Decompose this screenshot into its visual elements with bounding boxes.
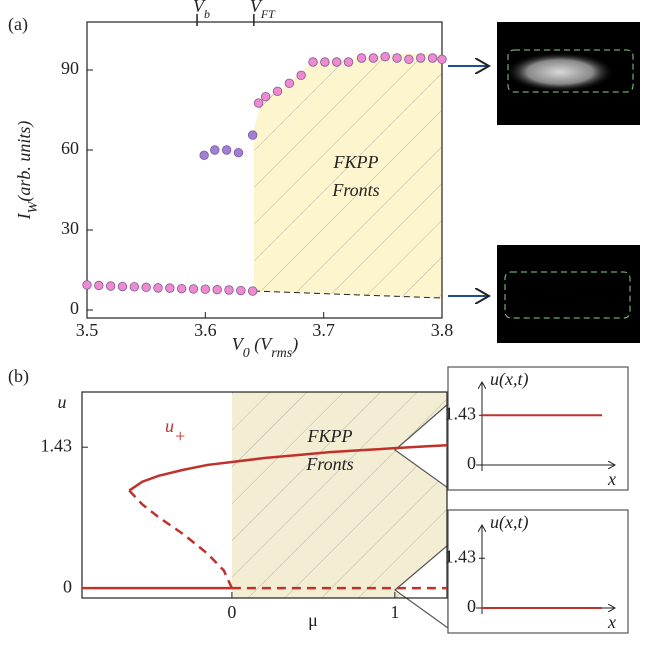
data-point xyxy=(221,145,232,155)
fronts-hatch xyxy=(254,54,442,298)
data-point xyxy=(236,285,246,296)
data-point xyxy=(272,86,283,97)
data-point xyxy=(117,281,128,292)
y-tick-label: 1.43 xyxy=(41,435,73,455)
data-point xyxy=(188,284,199,294)
data-point xyxy=(331,57,342,67)
data-point xyxy=(253,98,264,108)
data-point xyxy=(308,57,318,67)
data-point xyxy=(260,91,271,102)
curve xyxy=(128,443,448,492)
curve xyxy=(128,489,234,589)
data-point xyxy=(368,53,379,63)
annotation: FKPP xyxy=(307,426,353,446)
x-axis-label: μ xyxy=(308,610,318,630)
top-tick-label-part: b xyxy=(204,7,210,21)
data-point xyxy=(94,280,104,291)
trend-line xyxy=(253,290,443,299)
data-point xyxy=(247,130,258,140)
data-point xyxy=(427,53,438,63)
y-axis-label: IW(arb. units) xyxy=(14,121,41,221)
x-label-part: rms xyxy=(271,346,293,361)
data-point xyxy=(356,53,367,63)
x-tick-label: 3.5 xyxy=(76,320,99,340)
annotation: Fronts xyxy=(331,180,379,200)
data-point xyxy=(404,54,414,65)
data-point xyxy=(392,53,402,63)
data-point xyxy=(82,280,92,290)
annotation: Fronts xyxy=(305,454,353,474)
data-point xyxy=(224,285,234,295)
inset-x-label: x xyxy=(607,612,616,632)
y-label-part: W xyxy=(26,200,41,213)
y-label-part: (arb. units) xyxy=(14,121,35,202)
y-tick-label: 0 xyxy=(63,576,72,596)
data-point xyxy=(153,283,163,293)
curve-label-part: u xyxy=(165,416,174,436)
x-label-part: (V xyxy=(250,334,273,355)
y-tick-label: 90 xyxy=(61,58,79,78)
x-label-part: V xyxy=(232,334,245,354)
data-point xyxy=(176,283,187,294)
roi-box xyxy=(504,271,631,319)
data-point xyxy=(105,281,116,291)
inset-y-label: u(x,t) xyxy=(490,512,528,533)
y-axis-label: u xyxy=(58,392,67,412)
front-glow xyxy=(505,52,615,92)
inset-y-tick-label: 0 xyxy=(467,596,476,616)
data-point xyxy=(165,283,175,293)
inset-y-label: u(x,t) xyxy=(490,369,528,390)
x-label-part: 0 xyxy=(243,346,250,361)
x-tick-label: 1 xyxy=(390,602,399,622)
annotation: FKPP xyxy=(333,152,379,172)
data-point xyxy=(416,53,426,63)
top-tick-label: Vb xyxy=(193,0,210,21)
data-point xyxy=(284,78,295,89)
data-point xyxy=(380,51,390,62)
inset-x-label: x xyxy=(607,469,616,489)
inset-y-tick-label: 0 xyxy=(467,453,476,473)
x-tick-label: 3.8 xyxy=(431,320,454,340)
fronts-hatch xyxy=(232,392,447,598)
data-point xyxy=(343,57,354,67)
x-tick-label: 3.7 xyxy=(312,320,335,340)
top-tick-label-part: V xyxy=(250,0,263,16)
y-label-part: I xyxy=(14,212,34,220)
data-point xyxy=(437,54,447,65)
curve-label-part: + xyxy=(174,426,186,446)
y-tick-label: 60 xyxy=(61,138,79,158)
data-point xyxy=(233,147,244,158)
data-point xyxy=(199,150,209,161)
data-point xyxy=(129,282,140,292)
curve-label: u+ xyxy=(165,416,186,446)
top-tick-label-part: V xyxy=(193,0,206,16)
x-axis-label: V0 (Vrms) xyxy=(232,334,299,361)
top-tick-label-part: FT xyxy=(260,7,276,21)
data-point xyxy=(320,57,330,67)
top-tick-label: VFT xyxy=(250,0,276,21)
inset-y-tick-label: 1.43 xyxy=(445,546,477,566)
panel-label: (a) xyxy=(8,14,28,35)
data-point xyxy=(141,282,151,293)
data-point xyxy=(247,286,258,296)
axes-frame xyxy=(86,21,443,319)
data-point xyxy=(210,145,220,155)
y-tick-label: 0 xyxy=(70,298,79,318)
x-label-part: ) xyxy=(291,334,298,355)
y-tick-label: 30 xyxy=(61,218,79,238)
x-tick-label: 0 xyxy=(227,602,236,622)
data-point xyxy=(200,284,211,294)
panel-label: (b) xyxy=(8,366,29,387)
inset-y-tick-label: 1.43 xyxy=(445,403,477,423)
uniform-image xyxy=(497,245,640,343)
x-tick-label: 3.6 xyxy=(194,320,217,340)
data-point xyxy=(212,285,222,295)
data-point xyxy=(296,70,306,81)
axes-frame xyxy=(81,391,448,599)
